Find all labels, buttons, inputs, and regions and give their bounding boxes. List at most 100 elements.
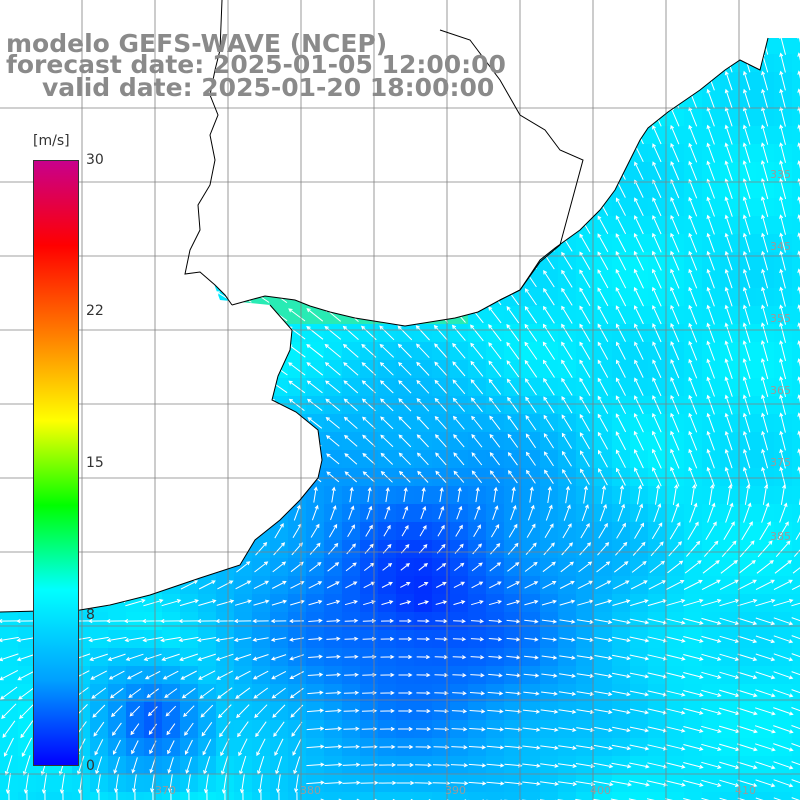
wind-arrow xyxy=(89,653,108,662)
speed-cell xyxy=(540,792,558,800)
wind-arrow xyxy=(543,287,555,306)
wind-arrow xyxy=(179,653,199,662)
speed-cell xyxy=(612,792,630,800)
wind-arrow xyxy=(629,762,650,769)
speed-cell xyxy=(594,792,612,800)
wind-arrow xyxy=(398,434,412,448)
wind-arrow xyxy=(380,708,395,714)
wind-arrow xyxy=(162,670,179,680)
wind-arrow xyxy=(345,581,358,589)
wind-arrow xyxy=(416,452,429,466)
wind-arrow xyxy=(773,599,794,607)
wind-arrow xyxy=(797,376,800,385)
wind-arrow xyxy=(579,395,591,414)
wind-arrow xyxy=(683,579,703,590)
map-title-model: modelo GEFS-WAVE (NCEP) xyxy=(6,29,388,58)
wind-arrow xyxy=(793,549,800,557)
wind-arrow xyxy=(326,581,340,589)
wind-arrow xyxy=(435,581,447,588)
wind-arrow xyxy=(201,722,213,737)
wind-arrow xyxy=(579,305,591,324)
wind-arrow xyxy=(234,670,251,680)
wind-arrow xyxy=(558,709,577,714)
wind-arrow xyxy=(597,269,609,289)
wind-arrow xyxy=(615,250,627,271)
wind-arrow xyxy=(380,672,395,678)
wind-arrow xyxy=(651,522,663,540)
wind-arrow xyxy=(288,362,306,376)
wind-arrow xyxy=(633,305,644,325)
wind-arrow xyxy=(130,723,140,736)
wind-arrow xyxy=(451,745,468,750)
wind-arrow xyxy=(611,762,632,769)
wind-arrow xyxy=(469,691,486,696)
wind-arrow xyxy=(510,505,517,521)
wind-arrow xyxy=(779,466,786,487)
wind-arrow xyxy=(612,690,631,697)
wind-arrow xyxy=(470,673,485,678)
wind-arrow xyxy=(594,673,613,679)
speed-cell xyxy=(792,162,800,180)
speed-cell xyxy=(792,522,800,540)
wind-arrow xyxy=(490,524,500,538)
wind-arrow xyxy=(540,763,559,768)
wind-arrow xyxy=(344,672,359,677)
wind-arrow xyxy=(434,379,448,394)
wind-arrow xyxy=(647,744,668,751)
wind-arrow xyxy=(563,504,571,521)
wind-arrow xyxy=(471,433,483,448)
wind-arrow xyxy=(306,726,325,731)
speed-cell xyxy=(486,792,504,800)
wind-arrow xyxy=(216,687,233,699)
wind-arrow xyxy=(684,560,702,574)
wind-arrow xyxy=(379,744,396,750)
wind-arrow xyxy=(579,251,591,270)
wind-arrow xyxy=(526,523,536,538)
wind-arrow xyxy=(95,773,101,794)
speed-cell xyxy=(792,36,800,54)
wind-arrow xyxy=(561,377,573,396)
wind-arrow xyxy=(362,416,376,430)
wind-arrow xyxy=(760,142,769,163)
wind-arrow xyxy=(756,560,774,574)
coastline xyxy=(0,0,769,613)
wind-arrow xyxy=(166,723,176,736)
wind-arrow xyxy=(398,361,412,376)
wind-arrow xyxy=(456,505,463,520)
wind-arrow xyxy=(779,502,788,523)
wind-arrow xyxy=(306,308,324,322)
wind-arrow xyxy=(272,561,287,573)
wind-arrow xyxy=(791,779,800,784)
wind-arrow xyxy=(437,524,445,537)
wind-arrow xyxy=(396,780,415,786)
speed-cell xyxy=(792,396,800,414)
speed-cell xyxy=(792,180,800,198)
wind-arrow xyxy=(701,689,722,697)
wind-arrow xyxy=(688,250,698,271)
wind-arrow xyxy=(688,376,698,397)
wind-arrow xyxy=(274,738,284,757)
wind-arrow xyxy=(361,380,376,394)
wind-arrow xyxy=(112,739,121,755)
wind-arrow xyxy=(737,689,758,698)
wind-arrow xyxy=(779,70,786,91)
wind-arrow xyxy=(525,415,537,431)
right-edge-label: 365 xyxy=(770,384,791,397)
wind-arrow xyxy=(272,704,286,718)
wind-arrow xyxy=(233,637,252,642)
wind-arrow xyxy=(107,653,126,661)
speed-cell xyxy=(792,450,800,468)
wind-arrow xyxy=(488,397,501,413)
wind-arrow xyxy=(504,727,523,732)
wind-arrow xyxy=(779,394,786,415)
wind-arrow xyxy=(185,773,191,794)
wind-arrow xyxy=(233,618,252,624)
wind-arrow xyxy=(343,744,360,749)
wind-arrow xyxy=(114,774,119,793)
wind-arrow xyxy=(434,672,449,678)
wind-arrow xyxy=(797,142,800,151)
wind-arrow xyxy=(178,618,199,624)
wind-arrow xyxy=(493,486,498,503)
wind-arrow xyxy=(670,376,680,397)
wind-arrow xyxy=(380,654,395,660)
